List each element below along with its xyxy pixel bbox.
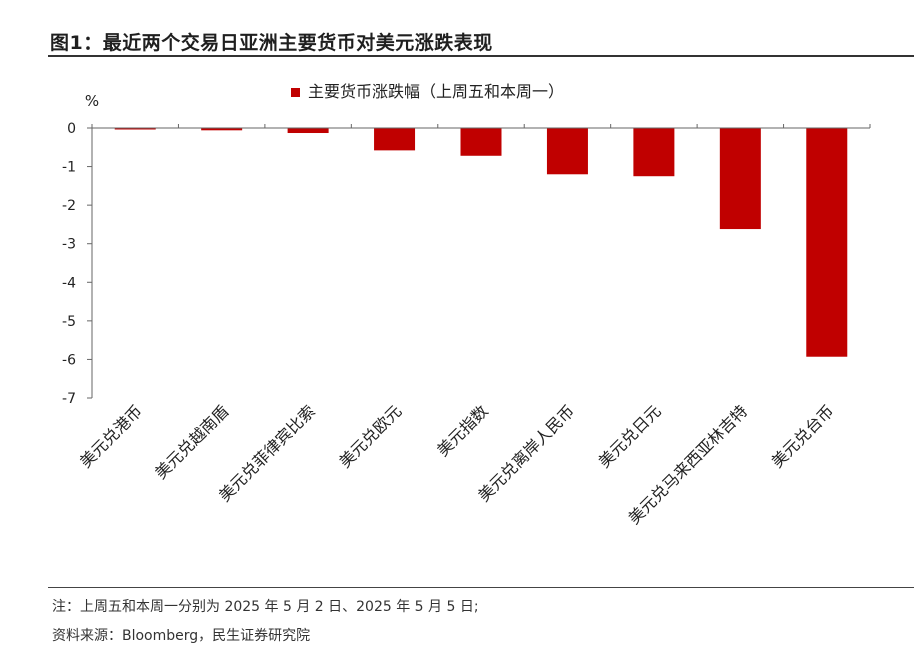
bar-9 xyxy=(806,128,848,357)
x-tick-label: 美元兑日元 xyxy=(595,401,665,471)
bar-3 xyxy=(287,128,329,134)
y-tick-label: -5 xyxy=(62,314,76,330)
bar-4 xyxy=(374,128,416,151)
footer-rule xyxy=(48,587,914,588)
bar-7 xyxy=(633,128,675,177)
y-tick-label: -7 xyxy=(62,391,76,407)
footnote: 注：上周五和本周一分别为 2025 年 5 月 2 日、2025 年 5 月 5… xyxy=(52,599,479,615)
y-axis-unit: % xyxy=(85,92,99,110)
x-tick-label: 美元兑菲律宾比索 xyxy=(215,401,319,505)
y-tick-label: -4 xyxy=(62,275,76,291)
title-rule xyxy=(48,55,914,57)
x-tick-label: 美元兑台币 xyxy=(768,401,838,471)
bar-6 xyxy=(546,128,588,175)
bar-2 xyxy=(201,128,243,131)
y-tick-label: -2 xyxy=(62,198,76,214)
x-tick-label: 美元兑港币 xyxy=(76,401,146,471)
figure-title: 图1：最近两个交易日亚洲主要货币对美元涨跌表现 xyxy=(50,32,493,54)
y-tick-label: -1 xyxy=(62,160,76,176)
y-tick-label: -6 xyxy=(62,352,76,368)
legend-label: 主要货币涨跌幅（上周五和本周一） xyxy=(308,82,564,101)
x-tick-label: 美元兑欧元 xyxy=(335,401,405,471)
x-tick-label: 美元兑越南盾 xyxy=(151,401,232,482)
bar-5 xyxy=(460,128,502,156)
legend-swatch xyxy=(291,88,300,97)
bar-1 xyxy=(114,128,156,130)
y-tick-label: -3 xyxy=(62,237,76,253)
y-tick-label: 0 xyxy=(67,121,76,137)
source-note: 资料来源：Bloomberg，民生证券研究院 xyxy=(52,628,311,644)
bar-8 xyxy=(719,128,761,230)
x-tick-label: 美元兑离岸人民币 xyxy=(474,401,578,505)
x-tick-label: 美元指数 xyxy=(433,401,492,460)
